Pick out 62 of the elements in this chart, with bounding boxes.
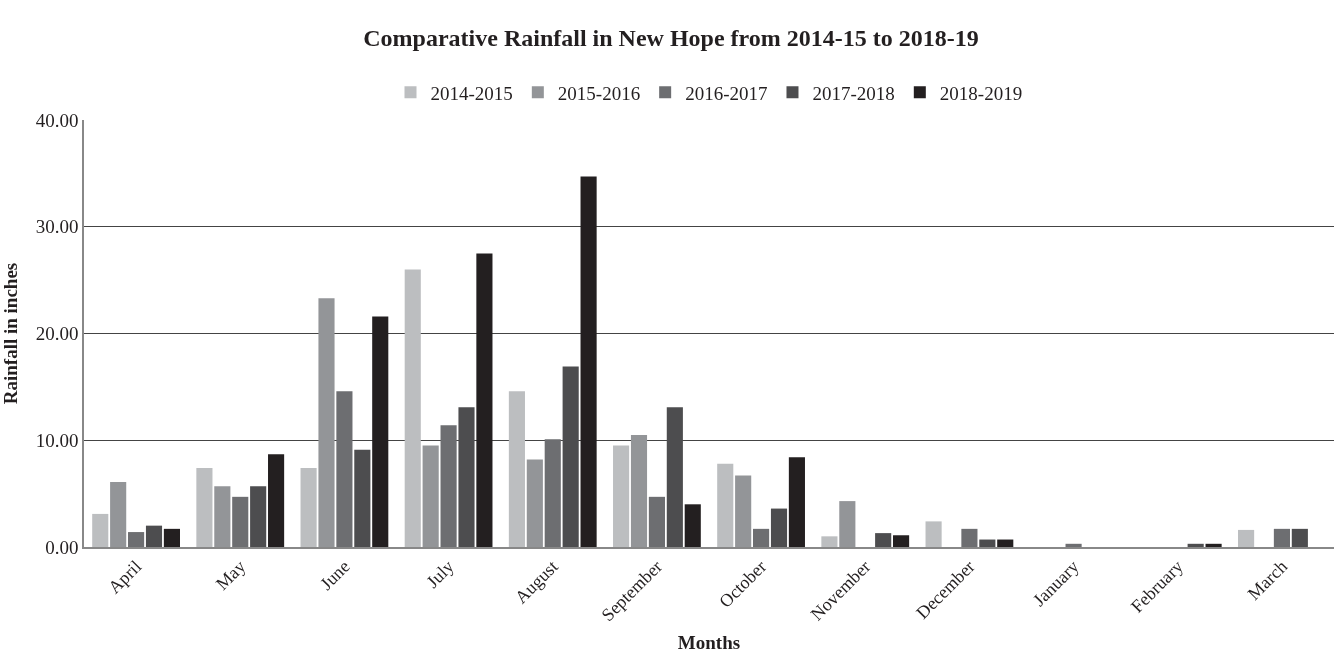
- legend-label: 2018-2019: [939, 82, 1023, 104]
- bar: [250, 486, 267, 547]
- y-tick-label: 40.00: [35, 109, 79, 131]
- legend-label: 2014-2015: [430, 82, 513, 104]
- bar: [110, 481, 127, 547]
- bar: [613, 445, 630, 547]
- x-axis-title: Months: [677, 632, 741, 654]
- bar: [354, 449, 371, 547]
- bar: [821, 536, 838, 547]
- y-tick-label: 0.00: [45, 536, 79, 558]
- bar: [684, 504, 701, 547]
- bar: [1187, 543, 1204, 547]
- bar: [92, 513, 109, 547]
- x-tick-label: June: [316, 556, 354, 594]
- bar: [770, 508, 788, 547]
- bar: [268, 454, 285, 547]
- legend-label: 2017-2018: [812, 82, 895, 104]
- bar: [372, 316, 389, 547]
- x-tick-label: May: [211, 556, 250, 594]
- bar: [630, 434, 648, 547]
- bar: [214, 486, 231, 547]
- bar: [735, 475, 752, 547]
- bar: [648, 496, 665, 547]
- bar: [145, 525, 163, 547]
- bar: [404, 269, 421, 547]
- legend-label: 2015-2016: [557, 82, 641, 104]
- bar: [1291, 528, 1308, 547]
- bar: [1273, 528, 1290, 547]
- bar: [300, 468, 317, 547]
- bar: [1238, 529, 1255, 547]
- bar: [232, 496, 249, 547]
- bar: [508, 391, 525, 547]
- bar: [788, 457, 805, 547]
- bar: [717, 463, 734, 547]
- bar: [476, 253, 493, 547]
- bar: [526, 459, 543, 547]
- bar: [544, 439, 561, 547]
- bar: [580, 176, 597, 547]
- bar: [422, 445, 439, 547]
- bar: [1065, 543, 1082, 547]
- bar: [128, 532, 145, 547]
- bar: [893, 535, 910, 547]
- bar: [196, 468, 213, 547]
- chart-title: Comparative Rainfall in New Hope from 2014-15 to 2018-19: [363, 25, 979, 52]
- x-tick-label: July: [422, 556, 458, 592]
- bar: [979, 539, 996, 547]
- bar: [997, 539, 1014, 547]
- bar: [839, 501, 856, 547]
- y-axis-title: Rainfall in inches: [0, 262, 21, 405]
- y-tick-label: 30.00: [35, 216, 79, 238]
- bar: [318, 298, 335, 547]
- bar: [961, 528, 978, 547]
- bar: [440, 425, 457, 547]
- bar: [875, 533, 892, 547]
- bar: [336, 391, 353, 547]
- bar: [1205, 543, 1222, 547]
- y-tick-label: 20.00: [35, 323, 79, 345]
- bar: [163, 528, 180, 547]
- bar: [753, 528, 770, 547]
- legend-label: 2016-2017: [685, 82, 768, 104]
- bar: [925, 521, 942, 547]
- y-tick-label: 10.00: [35, 429, 79, 451]
